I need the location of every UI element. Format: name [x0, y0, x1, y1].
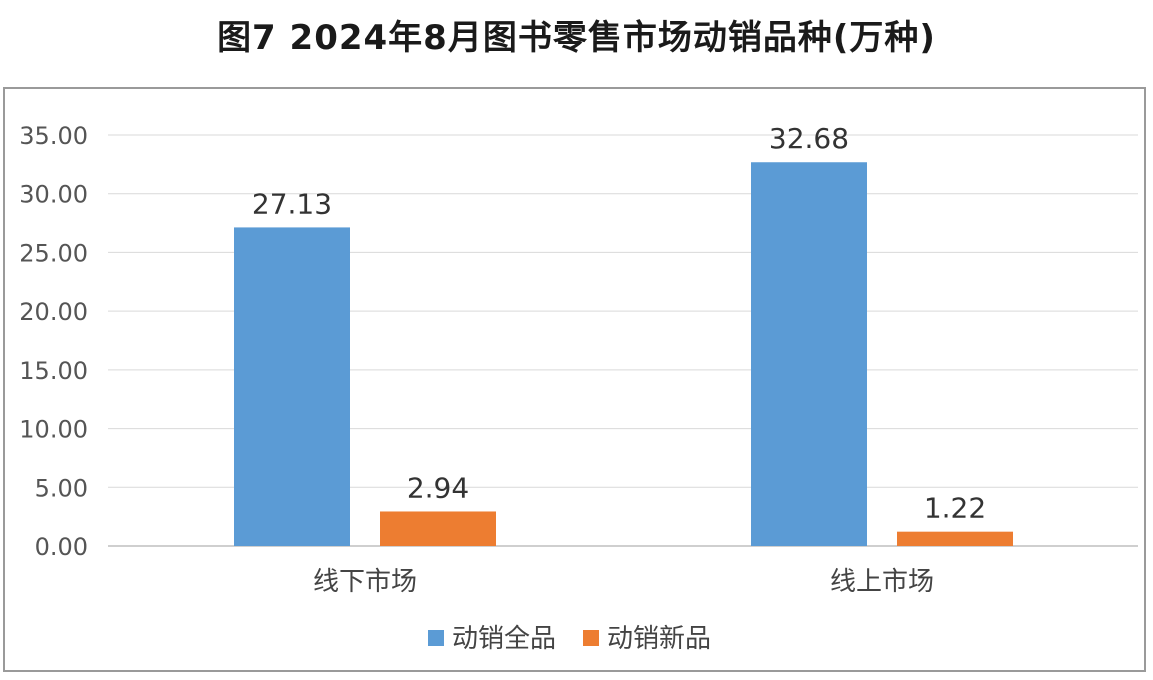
- y-tick-label: 5.00: [35, 474, 88, 502]
- y-tick-label: 20.00: [19, 298, 88, 326]
- y-tick-label: 25.00: [19, 239, 88, 267]
- y-tick-label: 0.00: [35, 533, 88, 561]
- legend: 动销全品 动销新品: [428, 624, 711, 654]
- legend-label: 动销全品: [452, 624, 556, 654]
- legend-item: 动销新品: [583, 624, 711, 654]
- y-tick-label: 35.00: [19, 122, 88, 150]
- y-tick-label: 30.00: [19, 181, 88, 209]
- bar: [380, 511, 496, 546]
- legend-swatch: [428, 630, 444, 646]
- data-label: 32.68: [769, 122, 849, 155]
- data-labels: 27.13 32.68 2.94 1.22: [252, 122, 986, 524]
- data-label: 1.22: [924, 492, 986, 525]
- y-tick-label: 15.00: [19, 357, 88, 385]
- x-axis: 线下市场 线上市场: [313, 567, 934, 597]
- bar: [751, 162, 867, 547]
- legend-swatch: [583, 630, 599, 646]
- y-axis: 0.00 5.00 10.00 15.00 20.00 25.00 30.00 35.00: [19, 122, 88, 561]
- x-category-label: 线下市场: [313, 567, 417, 597]
- data-label: 2.94: [407, 471, 469, 504]
- legend-label: 动销新品: [607, 624, 711, 654]
- y-tick-label: 10.00: [19, 416, 88, 444]
- x-category-label: 线上市场: [830, 567, 934, 597]
- bars: [234, 162, 1013, 547]
- data-label: 27.13: [252, 187, 332, 220]
- chart-title: 图7 2024年8月图书零售市场动销品种(万种): [217, 18, 936, 58]
- bar: [897, 531, 1013, 546]
- legend-item: 动销全品: [428, 624, 556, 654]
- bar: [234, 227, 350, 546]
- chart-frame: [3, 87, 1146, 672]
